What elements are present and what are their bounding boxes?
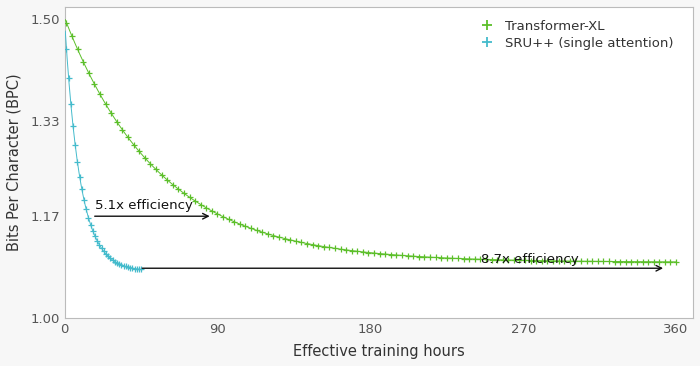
X-axis label: Effective training hours: Effective training hours (293, 344, 465, 359)
Legend: Transformer-XL, SRU++ (single attention): Transformer-XL, SRU++ (single attention) (474, 20, 674, 50)
Text: 8.7x efficiency: 8.7x efficiency (481, 253, 578, 266)
Y-axis label: Bits Per Character (BPC): Bits Per Character (BPC) (7, 74, 22, 251)
Text: 5.1x efficiency: 5.1x efficiency (95, 199, 193, 212)
